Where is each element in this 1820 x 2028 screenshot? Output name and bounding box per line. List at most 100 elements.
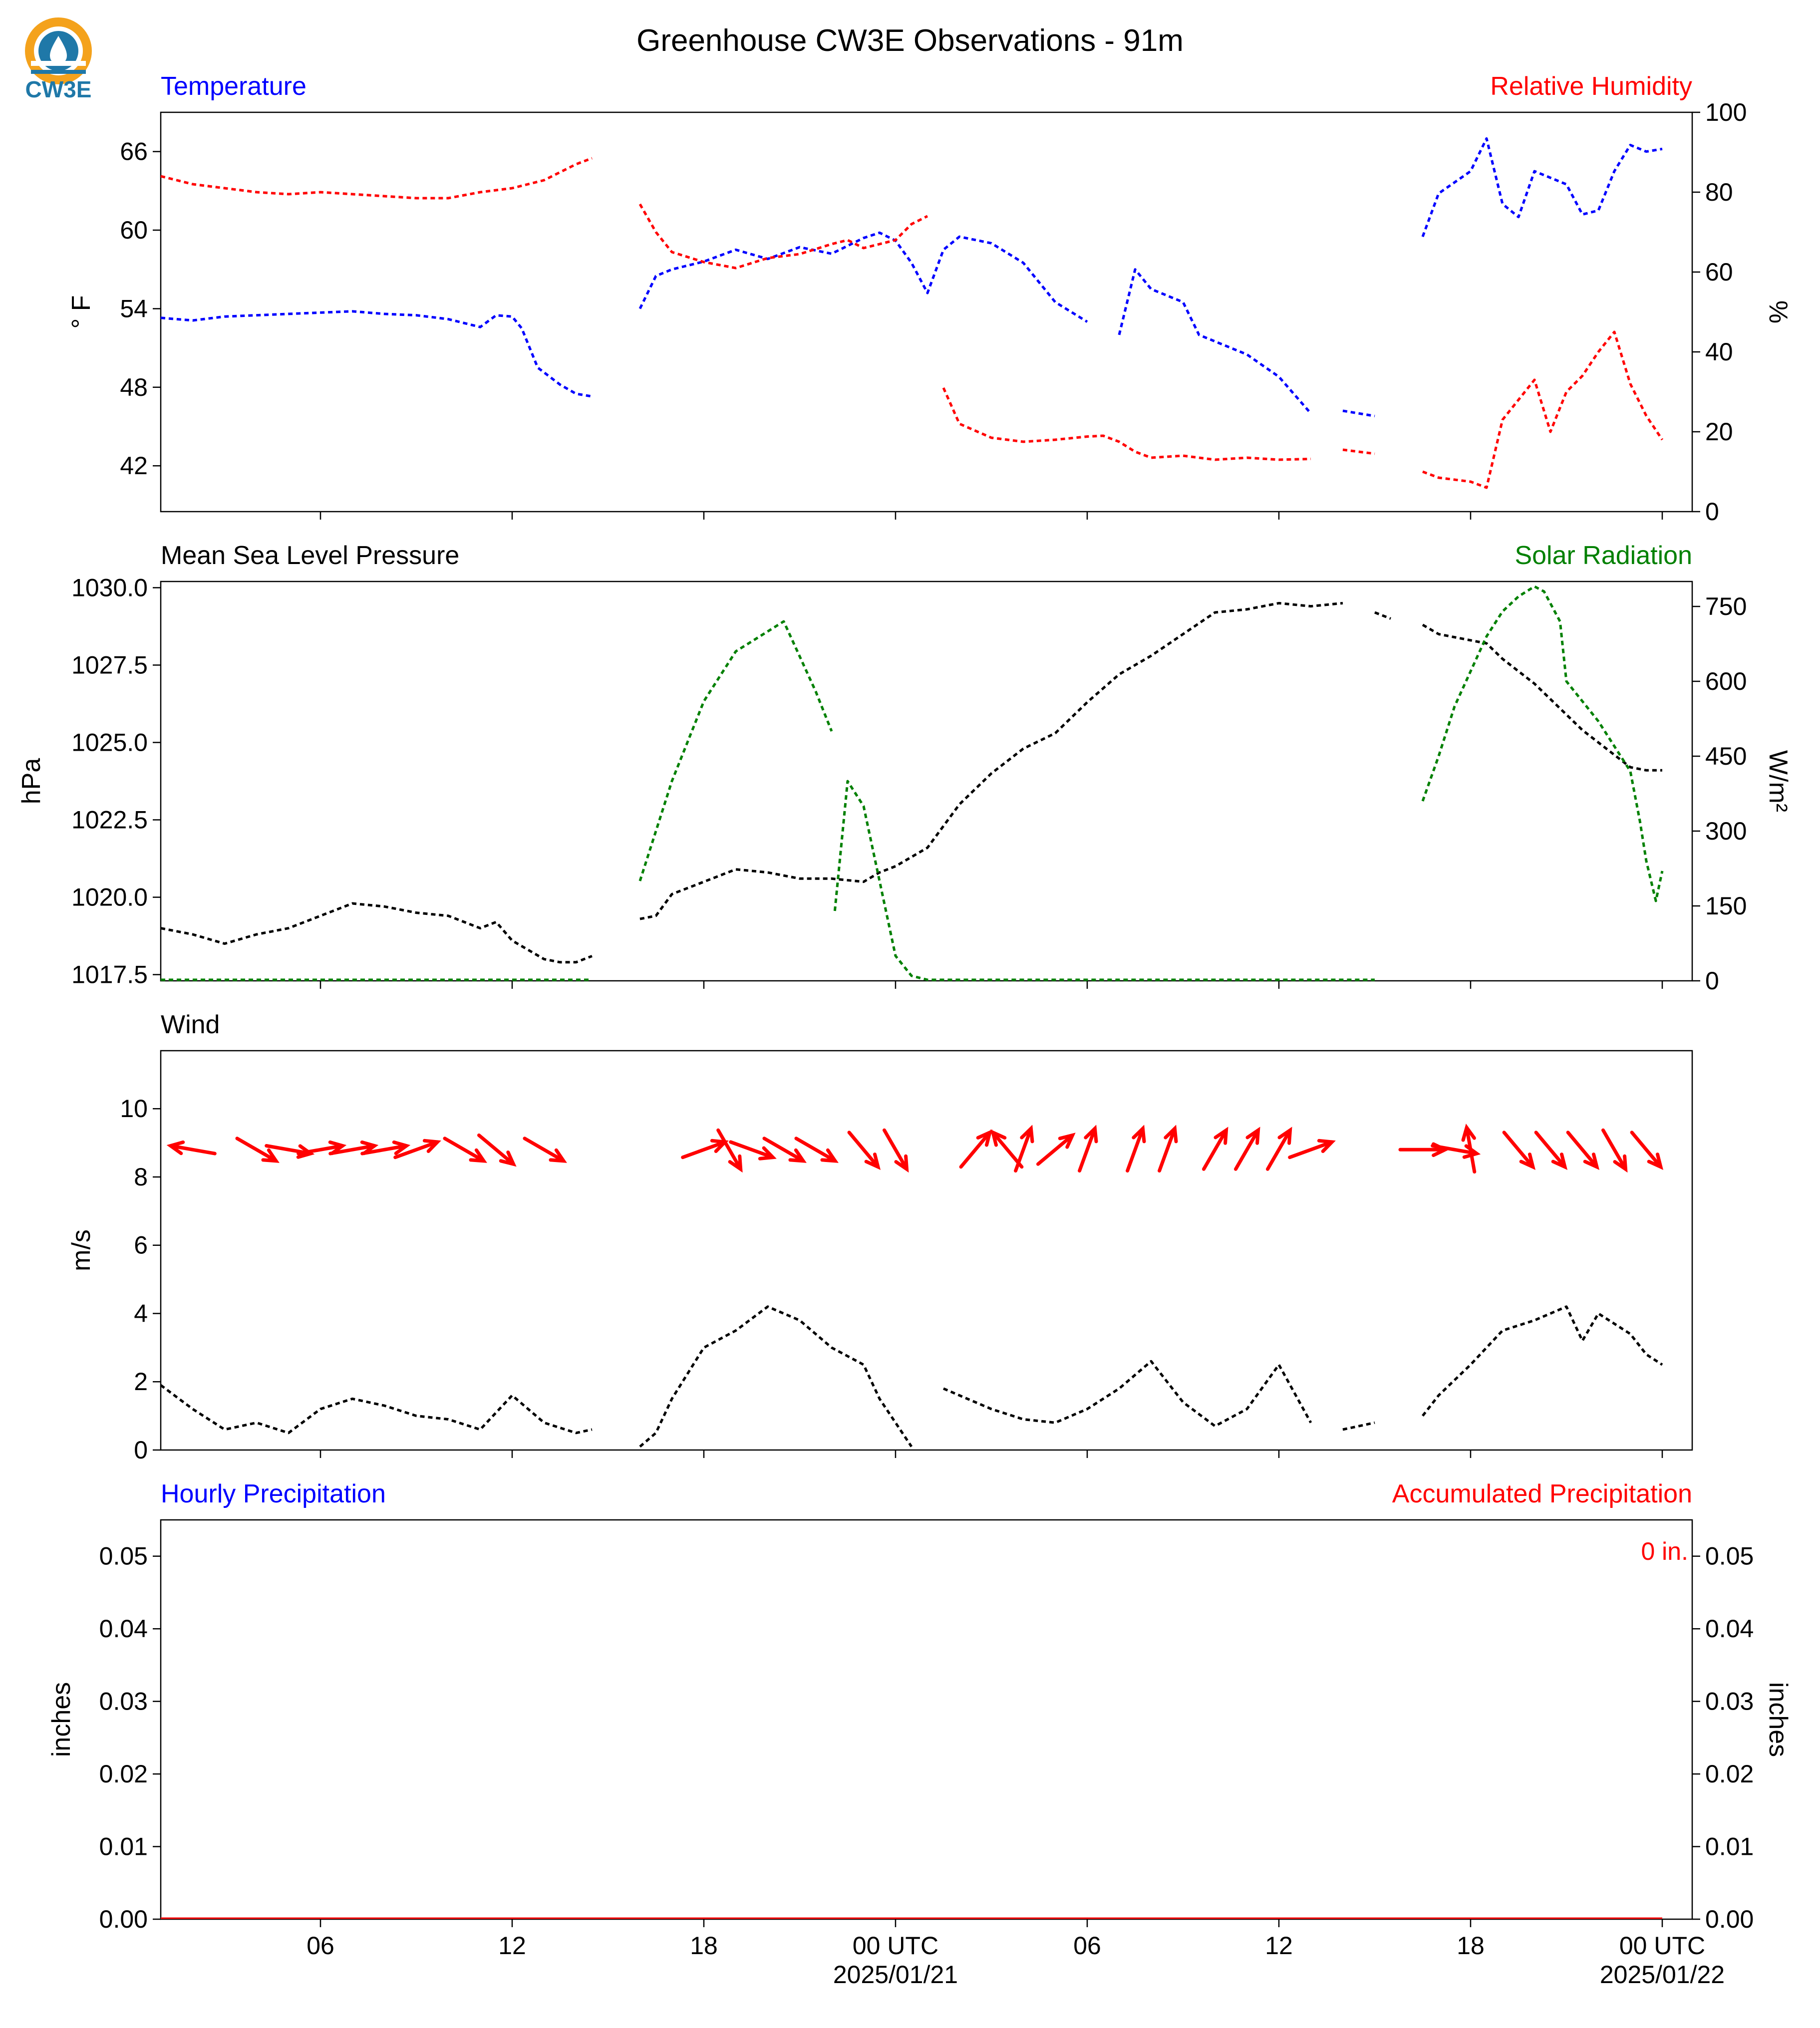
wind-direction-arrow [794, 1137, 839, 1163]
wind-direction-arrow [990, 1129, 1024, 1169]
y-tick-label-right: 0.00 [1705, 1905, 1754, 1933]
wind-direction-arrow [1566, 1131, 1600, 1170]
y-tick-label-left: 0.04 [99, 1615, 148, 1643]
y-tick-label-left: 1025.0 [71, 728, 148, 756]
wind-direction-arrow [1601, 1128, 1628, 1173]
humidity-y-ticks: 0 20 40 60 80 100 [1692, 98, 1747, 526]
y-tick-label-right: 0 [1705, 498, 1719, 526]
pressure-axis-unit: hPa [17, 758, 46, 805]
y-tick-label-right: 20 [1705, 418, 1733, 446]
wind-direction-arrow [328, 1140, 379, 1156]
temperature-series [160, 137, 1663, 417]
wind-direction-arrow [360, 1140, 411, 1156]
wind-direction-arrow [1266, 1127, 1292, 1171]
wind-direction-arrow [1126, 1125, 1146, 1173]
y-tick-label-left: 1022.5 [71, 806, 148, 834]
y-tick-label-right: 0.02 [1705, 1760, 1754, 1788]
wind-direction-arrow [477, 1133, 517, 1167]
y-tick-label-right: 80 [1705, 178, 1733, 206]
hourly-precip-label: Hourly Precipitation [161, 1479, 386, 1508]
y-tick-label-left: 1030.0 [71, 574, 148, 601]
y-tick-label-left: 4 [134, 1299, 148, 1327]
wind-direction-arrow [1461, 1124, 1477, 1174]
wind-direction-arrow [1202, 1127, 1228, 1171]
wind-direction-arrow [1014, 1125, 1034, 1173]
temperature-x-ticks [319, 512, 1663, 520]
x-tick-label: 06 [306, 1932, 334, 1960]
y-tick-label-left: 2 [134, 1368, 148, 1396]
precip-total-annotation: 0 in. [1641, 1537, 1688, 1565]
x-tick-date-label: 2025/01/22 [1600, 1961, 1725, 1989]
precipitation-panel: Hourly Precipitation Accumulated Precipi… [47, 1479, 1793, 1933]
wind-panel: Wind 0 2 4 6 8 10 m/s [67, 1010, 1693, 1464]
x-tick-label: 12 [1265, 1932, 1293, 1960]
humidity-panel-label: Relative Humidity [1490, 72, 1692, 101]
wind-direction-arrow [729, 1140, 777, 1160]
y-tick-label-right: 150 [1705, 892, 1747, 920]
x-tick-label: 06 [1073, 1932, 1101, 1960]
y-tick-label-right: 450 [1705, 742, 1747, 770]
wind-direction-arrow [235, 1137, 280, 1163]
series-line-temperature [160, 137, 1663, 417]
wind-direction-arrows [166, 1124, 1664, 1174]
wind-direction-arrow [1078, 1125, 1098, 1173]
cw3e-logo: CW3E [25, 17, 92, 102]
y-tick-label-left: 10 [120, 1095, 148, 1123]
wind-direction-arrow [1036, 1133, 1076, 1166]
x-tick-label: 12 [498, 1932, 526, 1960]
wind-direction-arrow [762, 1137, 807, 1163]
x-tick-label: 18 [690, 1932, 718, 1960]
wind-direction-arrow [297, 1140, 347, 1156]
temperature-axis-unit: ° F [67, 295, 96, 328]
pressure-x-ticks [319, 981, 1663, 989]
temperature-y-ticks: 42 48 54 60 66 [120, 138, 161, 480]
y-tick-label-right: 0.03 [1705, 1688, 1754, 1716]
temperature-plot-frame [160, 111, 1693, 513]
humidity-axis-unit: % [1764, 300, 1793, 323]
y-tick-label-right: 750 [1705, 592, 1747, 620]
series-line-wind-speed [160, 1305, 1663, 1448]
wind-direction-arrow [166, 1140, 217, 1156]
figure-title: Greenhouse CW3E Observations - 91m [636, 23, 1184, 58]
x-tick-date-label: 2025/01/21 [833, 1961, 958, 1989]
pressure-y-ticks: 1017.5 1020.0 1022.5 1025.0 1027.5 1030.0 [71, 574, 161, 989]
wind-direction-arrow [393, 1139, 441, 1159]
y-tick-label-right: 0.05 [1705, 1542, 1754, 1570]
x-tick-label: 18 [1457, 1932, 1485, 1960]
wind-panel-label: Wind [161, 1010, 220, 1039]
wind-plot-frame [160, 1050, 1693, 1451]
y-tick-label-left: 1020.0 [71, 883, 148, 911]
solar-series [161, 585, 1664, 981]
y-tick-label-right: 40 [1705, 338, 1733, 366]
humidity-series [160, 157, 1664, 489]
accum-precip-label: Accumulated Precipitation [1392, 1479, 1692, 1508]
y-tick-label-left: 42 [120, 452, 148, 480]
y-tick-label-left: 0.02 [99, 1760, 148, 1788]
solar-panel-label: Solar Radiation [1515, 541, 1692, 570]
y-tick-label-right: 60 [1705, 258, 1733, 286]
y-tick-label-left: 6 [134, 1231, 148, 1259]
wind-direction-arrow [1502, 1131, 1536, 1170]
series-line-mean-sea-level-pressure [160, 601, 1662, 964]
precip-plot-frame [160, 1519, 1693, 1920]
temperature-panel-label: Temperature [161, 72, 306, 101]
cw3e-logo-text: CW3E [25, 76, 92, 102]
y-tick-label-left: 48 [120, 373, 148, 401]
precip-left-axis-unit: inches [47, 1682, 76, 1757]
y-tick-label-right: 0 [1705, 967, 1719, 995]
y-tick-label-left: 0.00 [99, 1905, 148, 1933]
wind-direction-arrow [681, 1139, 729, 1159]
wind-direction-arrow [847, 1131, 881, 1170]
wind-direction-arrow [1534, 1131, 1568, 1170]
pressure-series [160, 601, 1662, 964]
y-tick-label-left: 60 [120, 216, 148, 244]
precip-right-axis-unit: inches [1764, 1682, 1793, 1757]
y-tick-label-right: 0.04 [1705, 1615, 1754, 1643]
wind-direction-arrow [523, 1137, 567, 1163]
y-tick-label-left: 0.03 [99, 1688, 148, 1716]
y-tick-label-right: 100 [1705, 98, 1747, 126]
pressure-solar-panel: Mean Sea Level Pressure Solar Radiation … [17, 541, 1793, 995]
wind-speed-series [160, 1305, 1663, 1448]
series-line-solar-radiation [161, 585, 1664, 981]
